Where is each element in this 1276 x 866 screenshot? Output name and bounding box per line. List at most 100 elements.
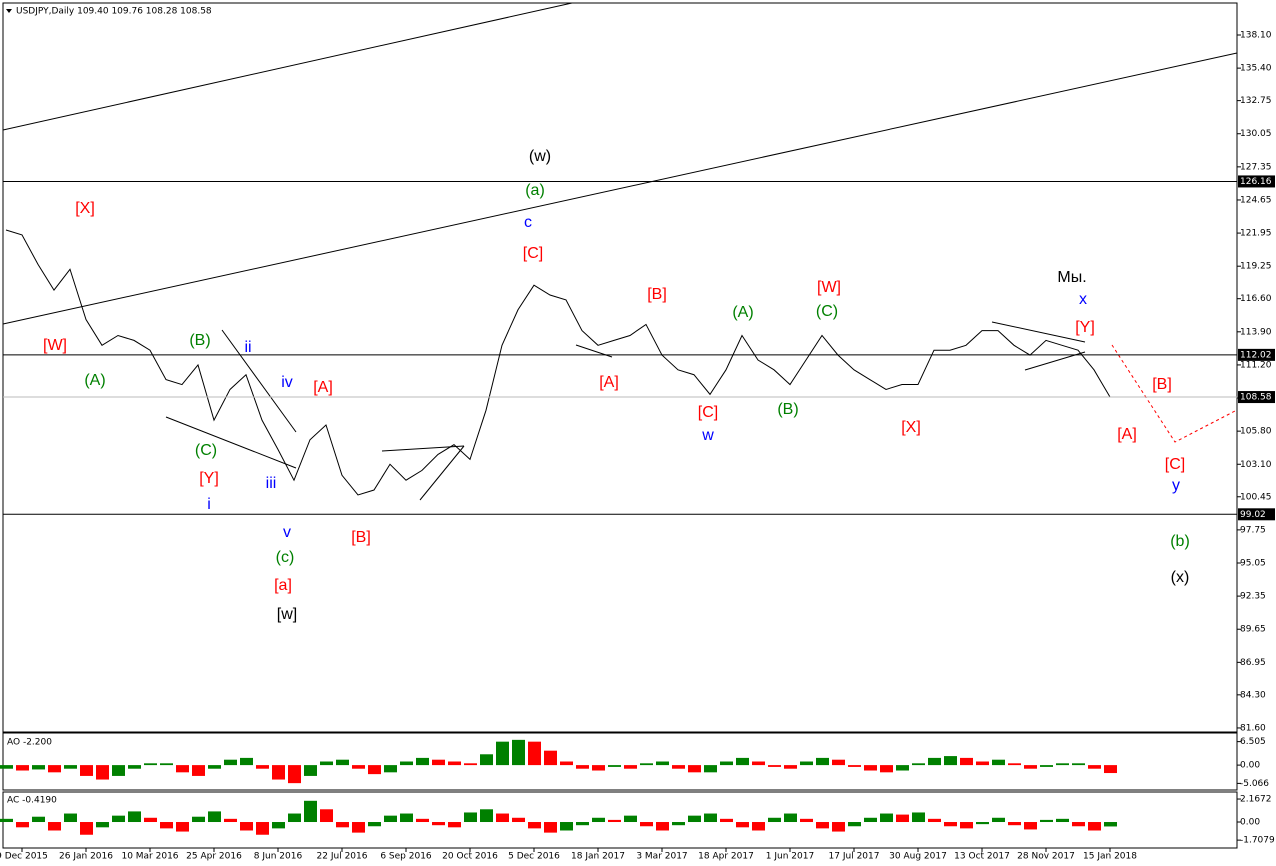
- wave-label: [B]: [351, 529, 371, 546]
- histogram-bar: [944, 822, 957, 827]
- histogram-bar: [816, 757, 829, 766]
- y-tick-label: 81.60: [1240, 723, 1266, 733]
- level-label: 112.02: [1240, 350, 1272, 360]
- y-tick-label: 100.45: [1240, 492, 1272, 502]
- x-tick-label: 15 Jan 2018: [1083, 852, 1137, 862]
- histogram-bar: [400, 761, 413, 766]
- x-tick-label: 30 Aug 2017: [889, 852, 947, 862]
- histogram-bar: [944, 756, 957, 766]
- histogram-bar: [1088, 765, 1101, 769]
- histogram-bar: [208, 765, 221, 769]
- projection-line: [1111, 344, 1238, 443]
- histogram-bar: [640, 763, 653, 766]
- histogram-bar: [16, 765, 29, 771]
- histogram-bar: [560, 822, 573, 831]
- histogram-bar: [864, 817, 877, 823]
- histogram-bar: [320, 761, 333, 766]
- histogram-bar: [272, 765, 285, 780]
- histogram-bar: [144, 763, 157, 766]
- y-tick-label: 89.65: [1240, 625, 1266, 635]
- x-tick-label: 17 Jul 2017: [829, 852, 880, 862]
- histogram-bar: [336, 759, 349, 766]
- x-tick-label: 25 Apr 2016: [186, 852, 242, 862]
- wave-label: [A]: [599, 374, 619, 391]
- wave-label: [C]: [523, 245, 543, 262]
- histogram-bar: [496, 813, 509, 823]
- histogram-bar: [800, 761, 813, 766]
- wave-label: w: [701, 427, 714, 444]
- histogram-bar: [1056, 763, 1069, 766]
- x-tick-label: 3 Mar 2017: [636, 852, 687, 862]
- wave-label: [A]: [1117, 426, 1137, 443]
- y-tick-label: 105.80: [1240, 427, 1272, 437]
- histogram-bar: [512, 739, 525, 766]
- histogram-bar: [1024, 765, 1037, 769]
- y-tick-label: 138.10: [1240, 31, 1272, 41]
- histogram-bar: [848, 822, 861, 827]
- histogram-bar: [576, 822, 589, 826]
- wave-label: (x): [1171, 569, 1190, 586]
- y-tick-label: 97.75: [1240, 525, 1266, 535]
- histogram-bar: [624, 765, 637, 769]
- wave-label: v: [283, 524, 291, 541]
- price-line: [5, 229, 1111, 496]
- histogram-bar: [1088, 822, 1101, 831]
- y-tick-label: 92.35: [1240, 592, 1266, 602]
- menu-arrow[interactable]: [6, 9, 12, 13]
- y-tick-label: 124.65: [1240, 195, 1272, 205]
- histogram-bar: [112, 765, 125, 776]
- y-tick-label: 121.95: [1240, 229, 1272, 239]
- histogram-bar: [544, 750, 557, 766]
- histogram-bar: [880, 765, 893, 773]
- histogram-bar: [1104, 822, 1117, 827]
- level-label: 126.16: [1240, 177, 1272, 187]
- wave-label: iii: [266, 475, 277, 492]
- histogram-bar: [1040, 765, 1053, 767]
- wave-label: (C): [816, 303, 838, 320]
- histogram-bar: [320, 809, 333, 823]
- histogram-bar: [784, 813, 797, 823]
- histogram-bar: [464, 812, 477, 823]
- histogram-bar: [288, 813, 301, 823]
- y-tick-label: 119.25: [1240, 262, 1272, 272]
- trend-line: [165, 416, 297, 469]
- wave-label: (A): [84, 372, 105, 389]
- histogram-bar: [352, 765, 365, 769]
- last-price-label: 108.58: [1240, 393, 1272, 403]
- histogram-bar: [928, 818, 941, 823]
- histogram-bar: [480, 754, 493, 766]
- histogram-bar: [176, 765, 189, 773]
- histogram-bar: [160, 822, 173, 829]
- y-tick-label: 132.75: [1240, 96, 1272, 106]
- level-label-box: [1238, 508, 1275, 521]
- histogram-bar: [864, 765, 877, 771]
- histogram-bar: [368, 765, 381, 775]
- histogram-bar: [768, 817, 781, 823]
- histogram-bar: [416, 818, 429, 823]
- histogram-bar: [896, 765, 909, 771]
- histogram-bar: [448, 761, 461, 766]
- histogram-bar: [0, 818, 13, 823]
- x-tick-label: 22 Jul 2016: [317, 852, 368, 862]
- histogram-bar: [720, 818, 733, 823]
- trend-line: [2, 2, 573, 131]
- histogram-bar: [416, 757, 429, 766]
- histogram-bar: [576, 765, 589, 769]
- histogram-bar: [128, 765, 141, 769]
- histogram-bar: [288, 765, 301, 784]
- histogram-bar: [736, 822, 749, 828]
- histogram-bar: [352, 822, 365, 833]
- y-tick-label: 2.1672: [1240, 795, 1272, 805]
- level-label-box: [1238, 175, 1275, 188]
- histogram-bar: [192, 765, 205, 776]
- histogram-bar: [992, 817, 1005, 823]
- wave-label: (b): [1170, 533, 1190, 550]
- x-tick-label: 1 Jun 2017: [766, 852, 814, 862]
- wave-label: [C]: [698, 404, 718, 421]
- last-price-box: [1238, 391, 1275, 404]
- histogram-bar: [560, 761, 573, 766]
- histogram-bar: [192, 816, 205, 823]
- main-panel: [2, 2, 1238, 733]
